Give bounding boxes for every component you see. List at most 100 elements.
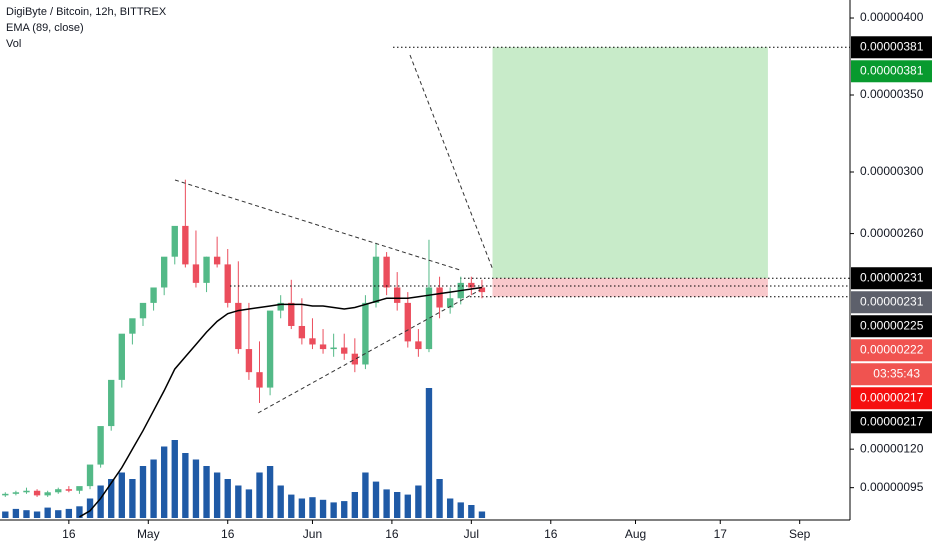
symbol-title: DigiByte / Bitcoin, 12h, BITTREX	[6, 6, 167, 18]
price-label: 0.00000381	[860, 63, 924, 77]
candle-body	[33, 490, 41, 496]
volume-bar	[457, 502, 464, 518]
x-tick-label: Jul	[464, 527, 479, 541]
x-tick-label: 16	[62, 527, 76, 541]
volume-bar	[182, 453, 189, 518]
volume-bar	[394, 492, 401, 518]
price-label-box	[851, 291, 932, 314]
x-tick-label: 16	[221, 527, 235, 541]
volume-bar	[266, 466, 274, 518]
volume-bar	[150, 459, 157, 518]
candle-body	[55, 489, 62, 493]
candle-body	[436, 287, 443, 308]
volume-bar	[108, 479, 115, 518]
volume-bar	[76, 506, 83, 518]
volume-bar	[118, 472, 125, 518]
price-label-box	[851, 267, 932, 290]
price-label-box	[851, 315, 932, 338]
volume-bar	[256, 472, 263, 518]
x-tick-label: Aug	[625, 527, 646, 541]
volume-bar	[478, 511, 486, 518]
candle-body	[330, 347, 337, 350]
candle-body	[266, 310, 274, 388]
candle-body	[256, 372, 263, 388]
volume-bar	[425, 388, 433, 518]
price-label-box	[851, 411, 932, 434]
candle-body	[23, 490, 30, 493]
candle-body	[425, 287, 433, 350]
candle-body	[468, 282, 475, 288]
price-label-box	[851, 36, 932, 59]
y-tick-label: 0.00000300	[860, 164, 924, 178]
price-label: 0.00000381	[860, 39, 924, 53]
candle-body	[298, 325, 306, 339]
triangle-upper	[174, 179, 461, 271]
volume-bar	[33, 511, 41, 518]
volume-bar	[23, 510, 30, 518]
volume-bar	[351, 492, 359, 518]
candle-body	[224, 264, 231, 303]
volume-bar	[12, 508, 20, 518]
price-label: 0.00000225	[860, 318, 924, 332]
y-tick-label: 0.00000260	[860, 226, 924, 240]
candle-body	[415, 341, 422, 350]
candle-body	[288, 302, 295, 326]
stop-zone	[492, 278, 768, 297]
x-tick-label: 16	[385, 527, 399, 541]
y-tick-label: 0.00000095	[860, 480, 924, 494]
projection-line	[409, 54, 494, 271]
volume-bar	[288, 494, 295, 518]
volume-bar	[2, 511, 9, 518]
candle-body	[277, 302, 284, 311]
y-tick-label: 0.00000120	[860, 441, 924, 455]
price-label-box	[851, 363, 932, 386]
candle-body	[192, 264, 200, 283]
price-pane	[2, 46, 850, 518]
candle-body	[203, 256, 210, 283]
candle-body	[118, 333, 125, 380]
volume-bar	[129, 479, 136, 518]
volume-bar	[86, 498, 94, 518]
price-label: 0.00000231	[860, 294, 924, 308]
volume-bar	[404, 494, 411, 518]
volume-bar	[446, 498, 454, 518]
volume-bar	[171, 440, 178, 518]
volume-bar	[192, 459, 200, 518]
volume-bar	[203, 466, 210, 518]
price-label: 0.00000217	[860, 414, 924, 428]
volume-bar	[224, 479, 231, 518]
volume-bar	[44, 507, 51, 518]
ema-line	[79, 286, 483, 518]
candle-body	[171, 225, 178, 257]
candle-body	[44, 492, 51, 496]
triangle-lower	[257, 289, 481, 414]
price-label: 0.00000217	[860, 390, 924, 404]
candle-body	[108, 379, 115, 427]
candle-body	[160, 256, 168, 288]
price-label: 0.00000222	[860, 342, 924, 356]
volume-bar	[341, 501, 348, 518]
candle-body	[150, 287, 157, 303]
candle-body	[2, 493, 9, 496]
volume-bar	[415, 485, 422, 518]
volume-bar	[55, 510, 62, 518]
x-tick-label: Jun	[303, 527, 322, 541]
candle-body	[319, 344, 327, 350]
volume-bar	[277, 485, 284, 518]
x-tick-label: Sep	[789, 527, 811, 541]
x-tick-label: May	[137, 527, 160, 541]
candle-body	[362, 302, 369, 365]
volume-bar	[298, 498, 306, 518]
target-zone	[492, 47, 768, 279]
candle-body	[213, 256, 221, 265]
candle-body	[76, 486, 83, 491]
x-tick-label: 16	[544, 527, 558, 541]
volume-bar	[383, 489, 390, 518]
candle-body	[245, 349, 253, 373]
candle-body	[235, 302, 242, 350]
volume-bar	[436, 479, 443, 518]
volume-bar	[139, 466, 147, 518]
volume-bar	[97, 485, 104, 518]
candle-body	[129, 318, 136, 334]
